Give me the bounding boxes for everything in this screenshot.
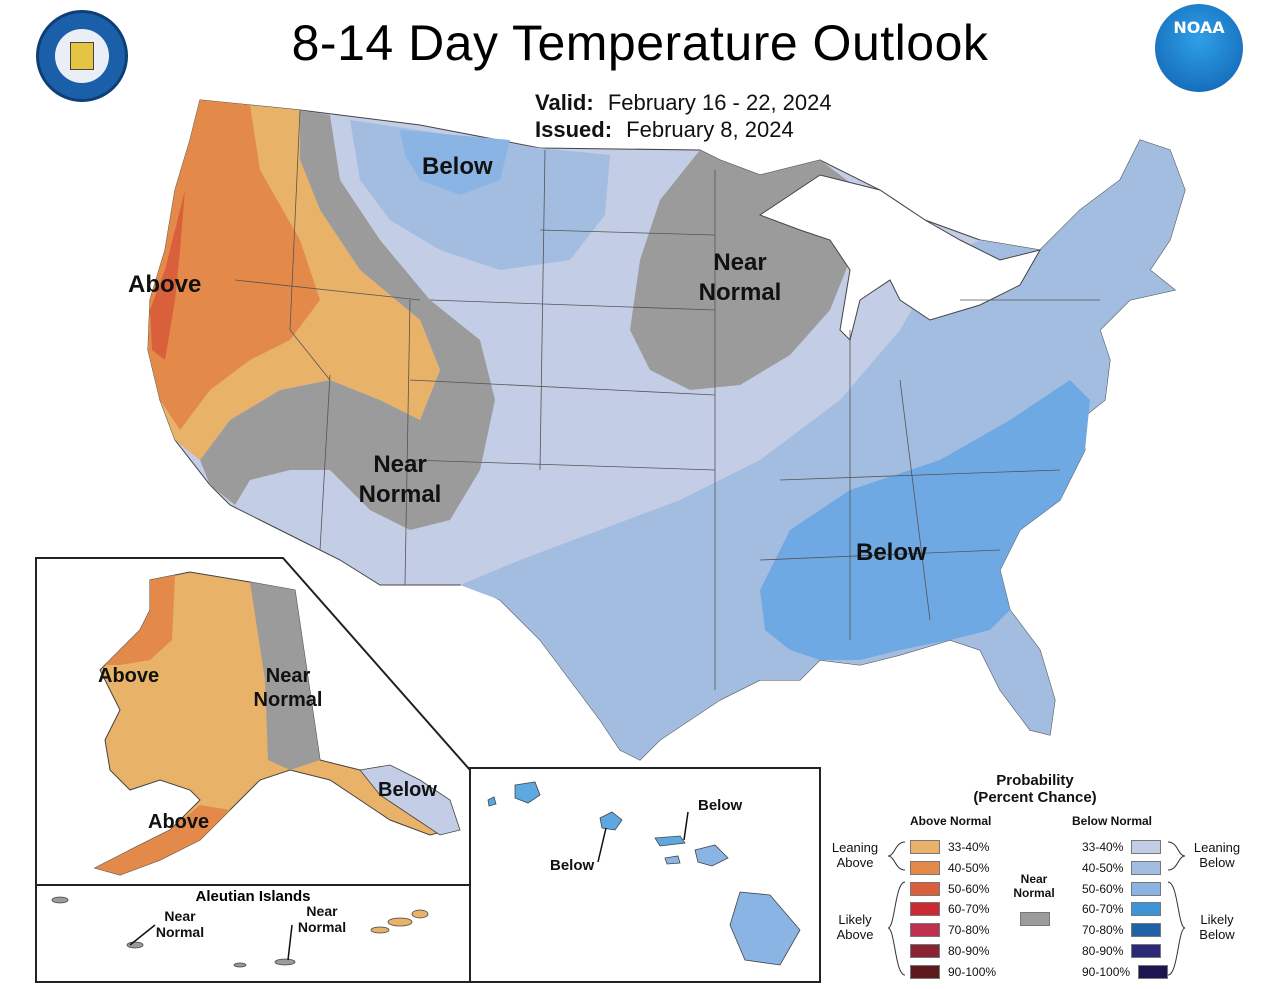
legend-below-row: 60-70% — [1082, 902, 1162, 917]
legend-above-swatch — [910, 881, 940, 896]
legend-near-swatch — [1020, 912, 1050, 926]
state-lines — [234, 109, 1100, 690]
aleutian-title: Aleutian Islands — [195, 888, 311, 905]
legend-leaning-below: Leaning Below — [1193, 840, 1241, 870]
legend-above-swatch — [910, 944, 940, 958]
label-below-southeast: Below — [856, 539, 927, 566]
legend-near-label: Near Normal — [1013, 872, 1055, 900]
hi-label-below-west: Below — [550, 857, 595, 874]
label-near-southwest: Near Normal — [358, 451, 442, 508]
legend-below-row: 90-100% — [1082, 964, 1169, 979]
legend-below-range: 90-100% — [1082, 964, 1131, 979]
legend-above-swatch — [910, 923, 940, 938]
alaska-above-40-nw — [105, 575, 175, 665]
legend-above-range: 40-50% — [948, 860, 990, 875]
legend-above-range: 80-90% — [948, 944, 990, 958]
legend-above-range: 90-100% — [948, 964, 997, 979]
legend-above-row: 80-90% — [910, 944, 989, 958]
noaa-logo: NOAA — [1155, 4, 1243, 92]
valid-dates: February 16 - 22, 2024 — [607, 90, 832, 115]
legend-below-row: 50-60% — [1082, 881, 1162, 896]
label-near-midwest: Near Normal — [698, 249, 782, 306]
legend-above-row: 50-60% — [910, 881, 990, 896]
legend-above-range: 60-70% — [948, 902, 990, 917]
legend-below-range: 40-50% — [1082, 860, 1124, 875]
valid-line: Valid: February 16 - 22, 2024 — [535, 90, 832, 116]
aleutian-inset-frame — [35, 884, 471, 983]
hi-label-below-east: Below — [698, 797, 743, 814]
aleutian-islands-east — [370, 909, 429, 934]
legend-above-range: 50-60% — [948, 881, 990, 896]
legend-below-row: 40-50% — [1082, 860, 1162, 875]
aleutian-islands-west — [51, 896, 296, 968]
label-above-west: Above — [128, 271, 202, 298]
legend-below-row: 33-40% — [1082, 840, 1162, 854]
ak-label-below-panhandle: Below — [378, 779, 437, 801]
legend-below-range: 50-60% — [1082, 881, 1124, 896]
page-title: 8-14 Day Temperature Outlook — [291, 15, 989, 71]
legend-below-range: 80-90% — [1082, 944, 1124, 958]
legend-above-swatch — [910, 840, 940, 854]
alaska-near-east — [250, 582, 320, 770]
legend-above-swatch — [910, 964, 940, 979]
legend-above-swatch — [910, 860, 940, 875]
legend-above-row: 90-100% — [910, 964, 997, 979]
legend-likely-below: Likely Below — [1199, 912, 1235, 942]
legend-title: Probability (Percent Chance) — [973, 772, 1097, 806]
noaa-logo-text: NOAA — [1173, 18, 1225, 37]
legend-below-swatch — [1131, 881, 1162, 896]
great-lakes — [758, 174, 1042, 341]
legend-below-swatch — [1131, 840, 1162, 854]
legend-below-header: Below Normal — [1072, 814, 1153, 828]
legend-above-row: 60-70% — [910, 902, 990, 917]
aleutian-near-west: Near Normal — [155, 908, 205, 940]
legend-below-swatch — [1131, 944, 1162, 958]
conus-above-50 — [150, 190, 185, 360]
conus-near-west — [200, 110, 495, 530]
valid-label: Valid: — [535, 90, 594, 115]
legend-below-swatch — [1131, 902, 1162, 917]
conus-above-40 — [148, 100, 320, 430]
legend-above-row: 70-80% — [910, 923, 990, 938]
legend-braces — [887, 841, 1186, 976]
issued-label: Issued: — [535, 117, 613, 142]
legend-below-swatch — [1131, 923, 1162, 938]
alaska-below-panhandle — [359, 764, 461, 836]
legend-above-header: Above Normal — [910, 814, 992, 828]
legend-above-row: 40-50% — [910, 860, 990, 875]
legend-below-range: 33-40% — [1082, 840, 1124, 854]
legend-leaning-above: Leaning Above — [831, 840, 879, 870]
ak-label-above-west: Above — [98, 665, 160, 687]
legend-below-row: 70-80% — [1082, 923, 1162, 938]
legend-above-range: 70-80% — [948, 923, 990, 938]
doc-seal-logo — [36, 10, 128, 102]
legend-below-range: 70-80% — [1082, 923, 1124, 938]
legend-above-swatch — [910, 902, 940, 917]
conus-below-50-southeast — [760, 380, 1090, 660]
aleutian-near-east: Near Normal — [297, 903, 347, 935]
issued-line: Issued: February 8, 2024 — [535, 117, 794, 143]
alaska-above-40-peninsula — [95, 805, 230, 875]
legend-below-swatch — [1131, 860, 1162, 875]
ak-label-near-normal: Near Normal — [253, 665, 323, 711]
conus-below-50-north — [400, 130, 510, 195]
issued-date: February 8, 2024 — [626, 117, 794, 142]
legend-above-range: 33-40% — [948, 840, 990, 854]
hawaii-islands — [487, 781, 801, 966]
legend-below-swatch — [1138, 964, 1169, 979]
legend-above-row: 33-40% — [910, 840, 989, 854]
legend-below-row: 80-90% — [1082, 944, 1162, 958]
legend-below-range: 60-70% — [1082, 902, 1124, 917]
label-below-north: Below — [422, 153, 493, 180]
legend-likely-above: Likely Above — [836, 912, 874, 942]
ak-label-above-peninsula: Above — [148, 811, 210, 833]
